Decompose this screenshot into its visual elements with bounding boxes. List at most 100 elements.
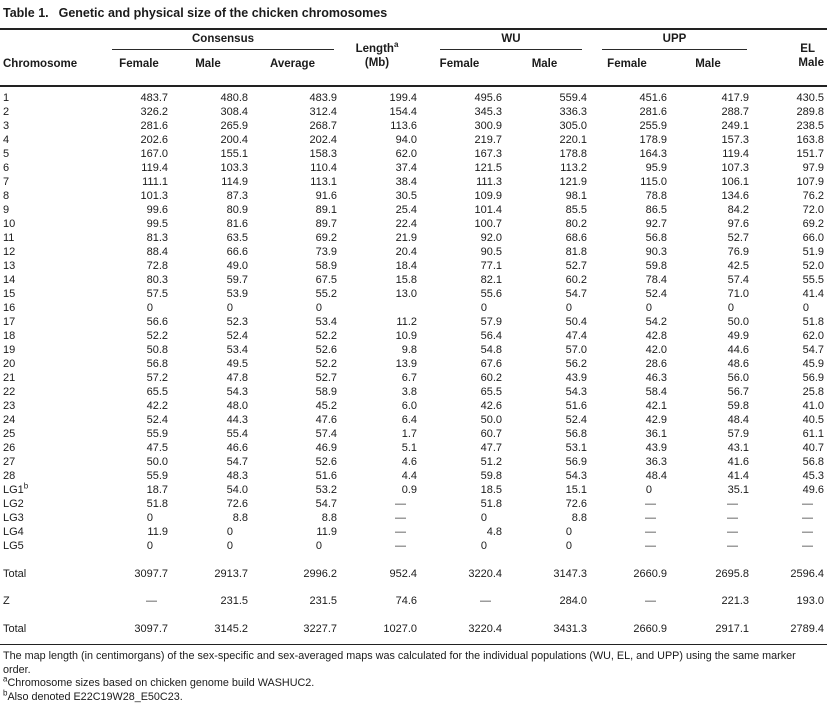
table-cell: 6.7 xyxy=(401,372,417,384)
table-cell: 281.6 xyxy=(639,106,667,118)
table-cell: 52.3 xyxy=(226,316,248,328)
table-row: LG1b 18.7 54.0 53.2 0.9 18.5 15.1 0 35.1 49.6 xyxy=(0,481,827,497)
table-cell: 42.6 xyxy=(480,400,502,412)
chromosome-cell: 12 xyxy=(3,246,16,258)
table-cell: 51.8 xyxy=(146,498,168,510)
table-cell: 35.1 xyxy=(727,484,749,496)
length-superscript-a: a xyxy=(393,40,399,50)
table-cell: 0 xyxy=(315,540,322,552)
chromosome-cell: 11 xyxy=(3,232,15,244)
table-cell: 101.3 xyxy=(140,190,168,202)
footnote-b-text: Also denoted E22C19W28_E50C23. xyxy=(7,690,183,703)
table-cell: 308.4 xyxy=(220,106,248,118)
table-row: 9 99.6 80.9 89.1 25.4 101.4 85.5 86.5 84.2 72.0 xyxy=(0,203,827,217)
table-row: 18 52.2 52.4 52.2 10.9 56.4 47.4 42.8 49.9 62.0 xyxy=(0,329,827,343)
table-cell: 52.2 xyxy=(146,330,168,342)
table-cell: 57.4 xyxy=(727,274,749,286)
table-cell: 90.3 xyxy=(645,246,667,258)
table-row: 8 101.3 87.3 91.6 30.5 109.9 98.1 78.8 134.6 76.… xyxy=(0,189,827,203)
table-cell: 51.8 xyxy=(802,316,824,328)
table-cell: 63.5 xyxy=(226,232,248,244)
table-body: 1 483.7 480.8 483.9 199.4 495.6 559.4 451.6 417… xyxy=(0,87,827,636)
table-cell: — xyxy=(395,512,406,524)
table-cell: 265.9 xyxy=(220,120,248,132)
table-cell: 559.4 xyxy=(559,92,587,104)
table-cell: 110.4 xyxy=(310,162,337,174)
table-cell: 2660.9 xyxy=(633,567,667,580)
table-cell: 99.5 xyxy=(146,218,168,230)
table-cell: 134.6 xyxy=(721,190,749,202)
table-cell: 167.0 xyxy=(140,148,168,160)
table-cell: 2913.7 xyxy=(214,567,248,580)
table-cell: 0.9 xyxy=(401,484,417,496)
column-header-upp-female: Female xyxy=(607,58,647,70)
table-cell: 65.5 xyxy=(480,386,502,398)
table-cell: 58.9 xyxy=(315,260,337,272)
table-cell: 0 xyxy=(480,540,487,552)
table-cell: 51.8 xyxy=(480,498,502,510)
column-header-wu-male: Male xyxy=(531,58,558,70)
table-cell: — xyxy=(645,595,656,607)
table-cell: 52.4 xyxy=(645,288,667,300)
table-cell: 0 xyxy=(480,302,487,314)
length-label-line2: (Mb) xyxy=(364,57,390,69)
table-cell: 48.3 xyxy=(226,470,248,482)
table-cell: 57.0 xyxy=(565,344,587,356)
table-cell: 28.6 xyxy=(645,358,667,370)
table-cell: — xyxy=(802,526,813,538)
table-cell: 57.2 xyxy=(146,372,168,384)
table-cell: 6.4 xyxy=(401,414,417,426)
table-cell: 47.7 xyxy=(480,442,502,454)
table-cell: 305.0 xyxy=(559,120,587,132)
table-row: LG3 0 8.8 8.8 — 0 8.8 — — — xyxy=(0,511,827,525)
table-cell: 72.8 xyxy=(146,260,168,272)
table-cell: 113.6 xyxy=(390,120,417,132)
chromosome-cell: LG5 xyxy=(3,540,24,552)
table-cell: 45.3 xyxy=(802,470,824,482)
table-cell: 155.1 xyxy=(220,148,248,160)
table-cell: 25.8 xyxy=(802,386,824,398)
table-cell: 57.4 xyxy=(315,428,337,440)
table-cell: 345.3 xyxy=(474,106,502,118)
table-cell: 106.1 xyxy=(721,176,749,188)
table-cell: 59.7 xyxy=(226,274,248,286)
footer-rule xyxy=(0,643,827,645)
table-cell: 121.5 xyxy=(474,162,502,174)
table-row: 17 56.6 52.3 53.4 11.2 57.9 50.4 54.2 50.0 51.8 xyxy=(0,315,827,329)
table-cell: 67.6 xyxy=(480,358,502,370)
table-cell: 44.3 xyxy=(226,414,248,426)
table-cell: 4.4 xyxy=(401,470,417,482)
table-cell xyxy=(337,301,417,315)
chromosome-cell: LG1b xyxy=(3,481,29,496)
table-cell: — xyxy=(395,498,406,510)
table-cell: 81.3 xyxy=(146,232,168,244)
table-cell: — xyxy=(645,512,656,524)
table-cell: 41.4 xyxy=(802,288,824,300)
chromosome-cell: 25 xyxy=(3,428,16,440)
table-cell: — xyxy=(802,512,813,524)
table-cell: 49.6 xyxy=(802,484,824,496)
title-rule xyxy=(0,28,827,30)
table-row: 27 50.0 54.7 52.6 4.6 51.2 56.9 36.3 41.6 56.8 xyxy=(0,455,827,469)
table-cell: 89.7 xyxy=(315,218,337,230)
summary-rows: Total 3097.7 2913.7 2996.2 952.4 3220.4 3147.… xyxy=(0,567,827,636)
table-cell: 78.8 xyxy=(645,190,667,202)
chromosome-cell: 9 xyxy=(3,204,10,216)
footnote-a: aChromosome sizes based on chicken genom… xyxy=(3,675,824,691)
table-cell: 54.0 xyxy=(226,484,248,496)
table-cell: 56.6 xyxy=(146,316,168,328)
table-cell: 61.1 xyxy=(802,428,824,440)
table-cell: 268.7 xyxy=(309,120,337,132)
table-cell: 65.5 xyxy=(146,386,168,398)
table-cell: 151.7 xyxy=(796,148,824,160)
table-cell: 57.9 xyxy=(480,316,502,328)
table-cell: 2789.4 xyxy=(790,622,824,635)
table-cell: 451.6 xyxy=(639,92,667,104)
table-cell: 0 xyxy=(480,512,487,524)
table-cell: 103.3 xyxy=(220,162,248,174)
table-cell: 81.6 xyxy=(226,218,248,230)
column-group-upp: UPP xyxy=(602,33,747,50)
table-cell: 87.3 xyxy=(226,190,248,202)
table-cell: 97.9 xyxy=(802,162,824,174)
table-row: 16 0 0 0 0 0 0 0 0 xyxy=(0,301,827,315)
